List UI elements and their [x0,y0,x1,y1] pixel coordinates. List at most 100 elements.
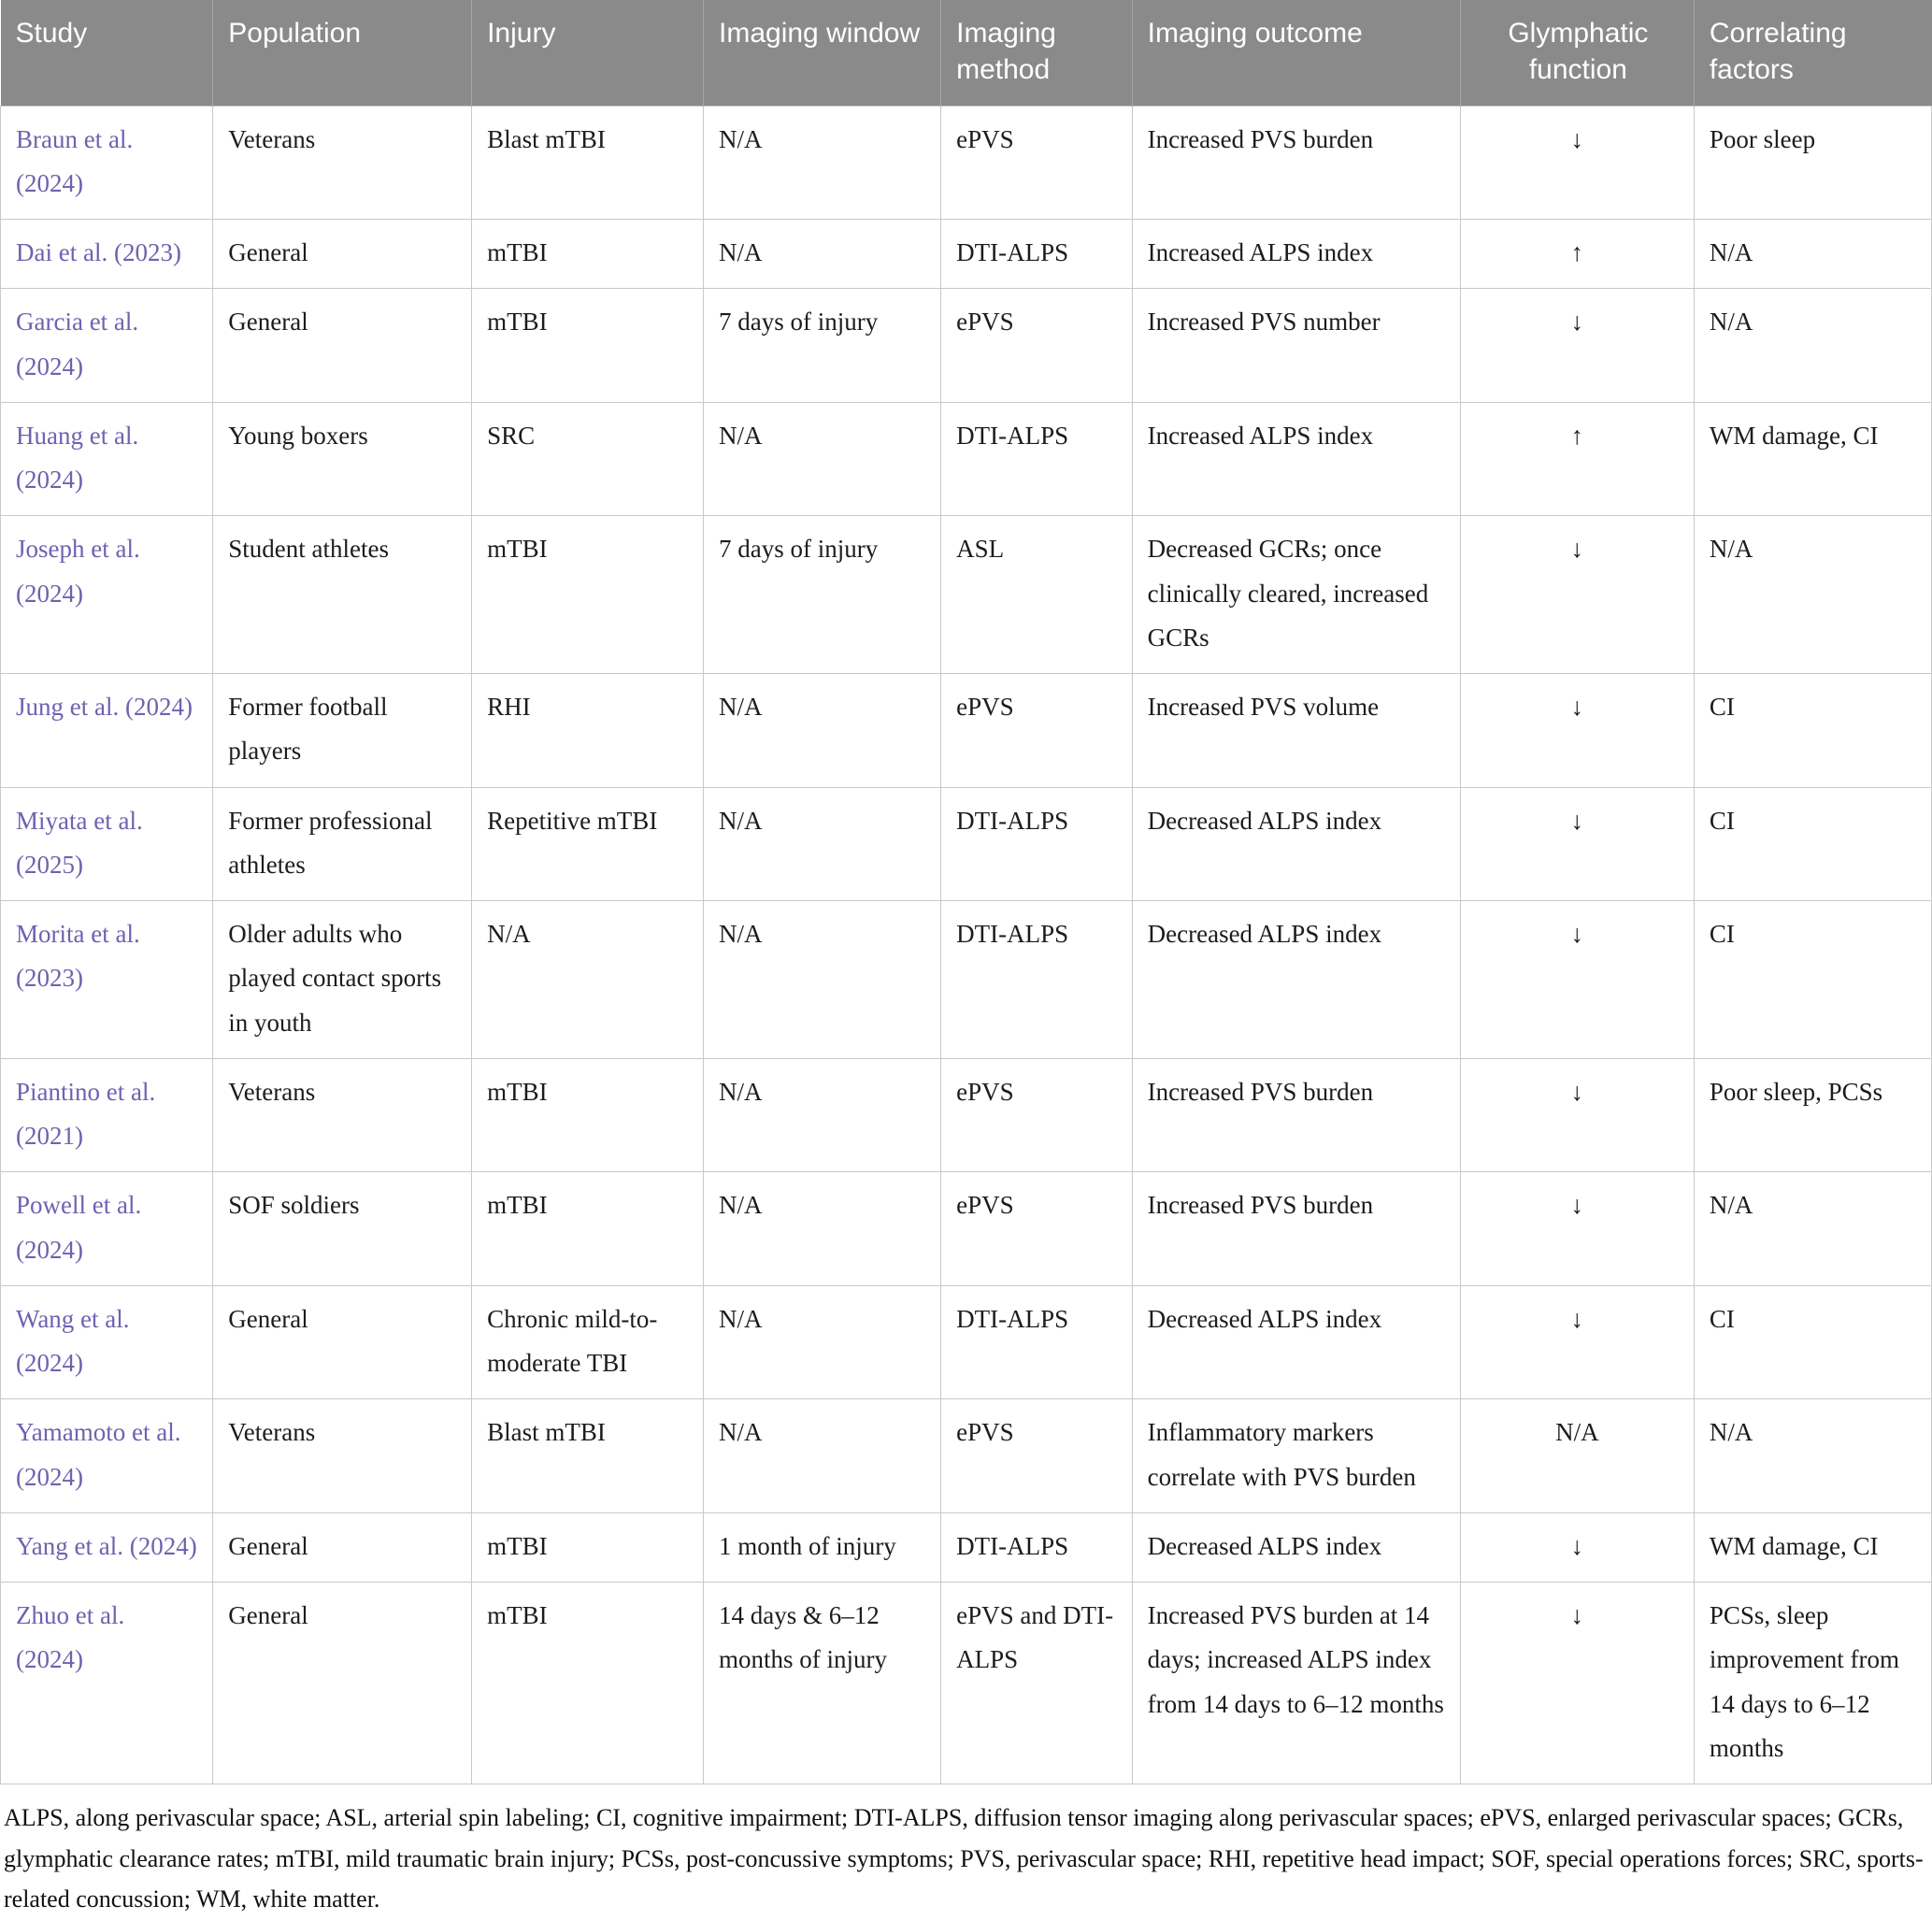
table-row: Morita et al. (2023) Older adults who pla… [0,900,1932,1059]
cell-injury: mTBI [471,515,704,674]
study-link[interactable]: Garcia et al. (2024) [16,308,139,380]
cell-imaging_method: ASL [940,515,1133,674]
cell-imaging_method: DTI-ALPS [940,1284,1133,1400]
cell-correlating_factors: N/A [1693,1398,1932,1513]
cell-injury: Repetitive mTBI [471,786,704,901]
cell-imaging_window: 1 month of injury [702,1512,942,1583]
cell-correlating_factors: N/A [1693,218,1932,290]
study-link[interactable]: Miyata et al. (2025) [16,806,143,879]
study-link[interactable]: Zhuo et al. (2024) [16,1601,125,1674]
study-link[interactable]: Powell et al. (2024) [16,1191,142,1264]
column-header-glymphatic_function: Glymphatic function [1460,0,1695,106]
study-link[interactable]: Jung et al. (2024) [16,693,193,721]
study-link[interactable]: Morita et al. (2023) [16,920,140,993]
cell-imaging_outcome: Increased PVS burden [1131,105,1461,220]
study-link[interactable]: Yang et al. (2024) [16,1531,197,1560]
cell-injury: SRC [471,401,704,517]
cell-imaging_outcome: Increased PVS burden [1131,1171,1461,1286]
cell-glymphatic_function: ↓ [1459,288,1695,403]
cell-glymphatic_function: N/A [1459,1398,1695,1513]
cell-study: Garcia et al. (2024) [0,288,214,403]
cell-glymphatic_function: ↓ [1459,673,1695,788]
cell-imaging_outcome: Increased PVS burden at 14 days; increas… [1131,1582,1461,1784]
cell-injury: Chronic mild-to-moderate TBI [471,1284,704,1400]
cell-glymphatic_function: ↓ [1459,900,1695,1059]
cell-population: General [212,218,473,290]
cell-imaging_method: ePVS [940,673,1133,788]
column-header-study: Study [0,0,214,106]
cell-imaging_window: 7 days of injury [702,515,942,674]
column-header-imaging_window: Imaging window [703,0,942,106]
cell-injury: RHI [471,673,704,788]
cell-correlating_factors: CI [1693,1284,1932,1400]
cell-correlating_factors: N/A [1693,515,1932,674]
table-row: Miyata et al. (2025) Former professional … [0,786,1932,901]
cell-glymphatic_function: ↓ [1459,1284,1695,1400]
cell-imaging_outcome: Increased PVS burden [1131,1057,1461,1173]
cell-population: General [212,288,473,403]
cell-study: Miyata et al. (2025) [0,786,214,901]
cell-glymphatic_function: ↓ [1459,515,1695,674]
cell-imaging_window: N/A [702,1057,942,1173]
cell-study: Morita et al. (2023) [0,900,214,1059]
column-header-imaging_method: Imaging method [940,0,1133,106]
cell-imaging_window: N/A [702,900,942,1059]
cell-correlating_factors: N/A [1693,288,1932,403]
study-link[interactable]: Piantino et al. (2021) [16,1077,156,1150]
cell-imaging_method: ePVS [940,1398,1133,1513]
cell-study: Piantino et al. (2021) [0,1057,214,1173]
cell-glymphatic_function: ↓ [1459,1057,1695,1173]
study-link[interactable]: Dai et al. (2023) [16,238,181,266]
studies-table: Study Population Injury Imaging window Imagi… [0,0,1932,1784]
column-header-population: Population [212,0,473,106]
cell-imaging_outcome: Increased PVS volume [1131,673,1461,788]
cell-population: General [212,1284,473,1400]
cell-imaging_window: N/A [702,105,942,220]
cell-population: Former football players [212,673,473,788]
cell-injury: Blast mTBI [471,1398,704,1513]
cell-population: Veterans [212,1398,473,1513]
cell-imaging_method: DTI-ALPS [940,900,1133,1059]
cell-imaging_window: N/A [702,218,942,290]
cell-correlating_factors: CI [1693,900,1932,1059]
study-link[interactable]: Joseph et al. (2024) [16,535,140,608]
column-header-imaging_outcome: Imaging outcome [1132,0,1461,106]
cell-study: Yamamoto et al. (2024) [0,1398,214,1513]
cell-glymphatic_function: ↓ [1459,1512,1695,1583]
cell-population: SOF soldiers [212,1171,473,1286]
header-row: Study Population Injury Imaging window Imagi… [0,0,1932,106]
cell-injury: mTBI [471,218,704,290]
cell-imaging_outcome: Inflammatory markers correlate with PVS … [1131,1398,1461,1513]
cell-imaging_outcome: Decreased ALPS index [1131,786,1461,901]
study-link[interactable]: Braun et al. (2024) [16,124,134,197]
cell-imaging_method: ePVS and DTI-ALPS [940,1582,1133,1784]
cell-glymphatic_function: ↓ [1459,105,1695,220]
study-link[interactable]: Yamamoto et al. (2024) [16,1418,181,1491]
cell-imaging_window: 14 days & 6–12 months of injury [702,1582,942,1784]
cell-imaging_window: N/A [702,1398,942,1513]
table-row: Huang et al. (2024) Young boxers SRC N/A DTI… [0,401,1932,517]
table-row: Joseph et al. (2024) Student athletes mTBI… [0,515,1932,674]
cell-correlating_factors: N/A [1693,1171,1932,1286]
column-header-correlating_factors: Correlating factors [1694,0,1932,106]
cell-imaging_method: DTI-ALPS [940,218,1133,290]
table-row: Garcia et al. (2024) General mTBI 7 days of… [0,288,1932,403]
table-row: Powell et al. (2024) SOF soldiers mTBI N/A e… [0,1171,1932,1286]
cell-imaging_method: ePVS [940,1171,1133,1286]
cell-imaging_method: ePVS [940,1057,1133,1173]
cell-glymphatic_function: ↓ [1459,786,1695,901]
cell-correlating_factors: PCSs, sleep improvement from 14 days to … [1693,1582,1932,1784]
cell-imaging_outcome: Decreased GCRs; once clinically cleared,… [1131,515,1461,674]
cell-injury: mTBI [471,1057,704,1173]
cell-population: Veterans [212,1057,473,1173]
cell-injury: mTBI [471,1512,704,1583]
cell-study: Powell et al. (2024) [0,1171,214,1286]
cell-imaging_outcome: Decreased ALPS index [1131,900,1461,1059]
cell-glymphatic_function: ↓ [1459,1582,1695,1784]
cell-study: Braun et al. (2024) [0,105,214,220]
table-row: Yamamoto et al. (2024) Veterans Blast mTBI… [0,1398,1932,1513]
cell-correlating_factors: CI [1693,786,1932,901]
study-link[interactable]: Wang et al. (2024) [16,1304,130,1377]
study-link[interactable]: Huang et al. (2024) [16,421,139,494]
cell-imaging_method: ePVS [940,288,1133,403]
